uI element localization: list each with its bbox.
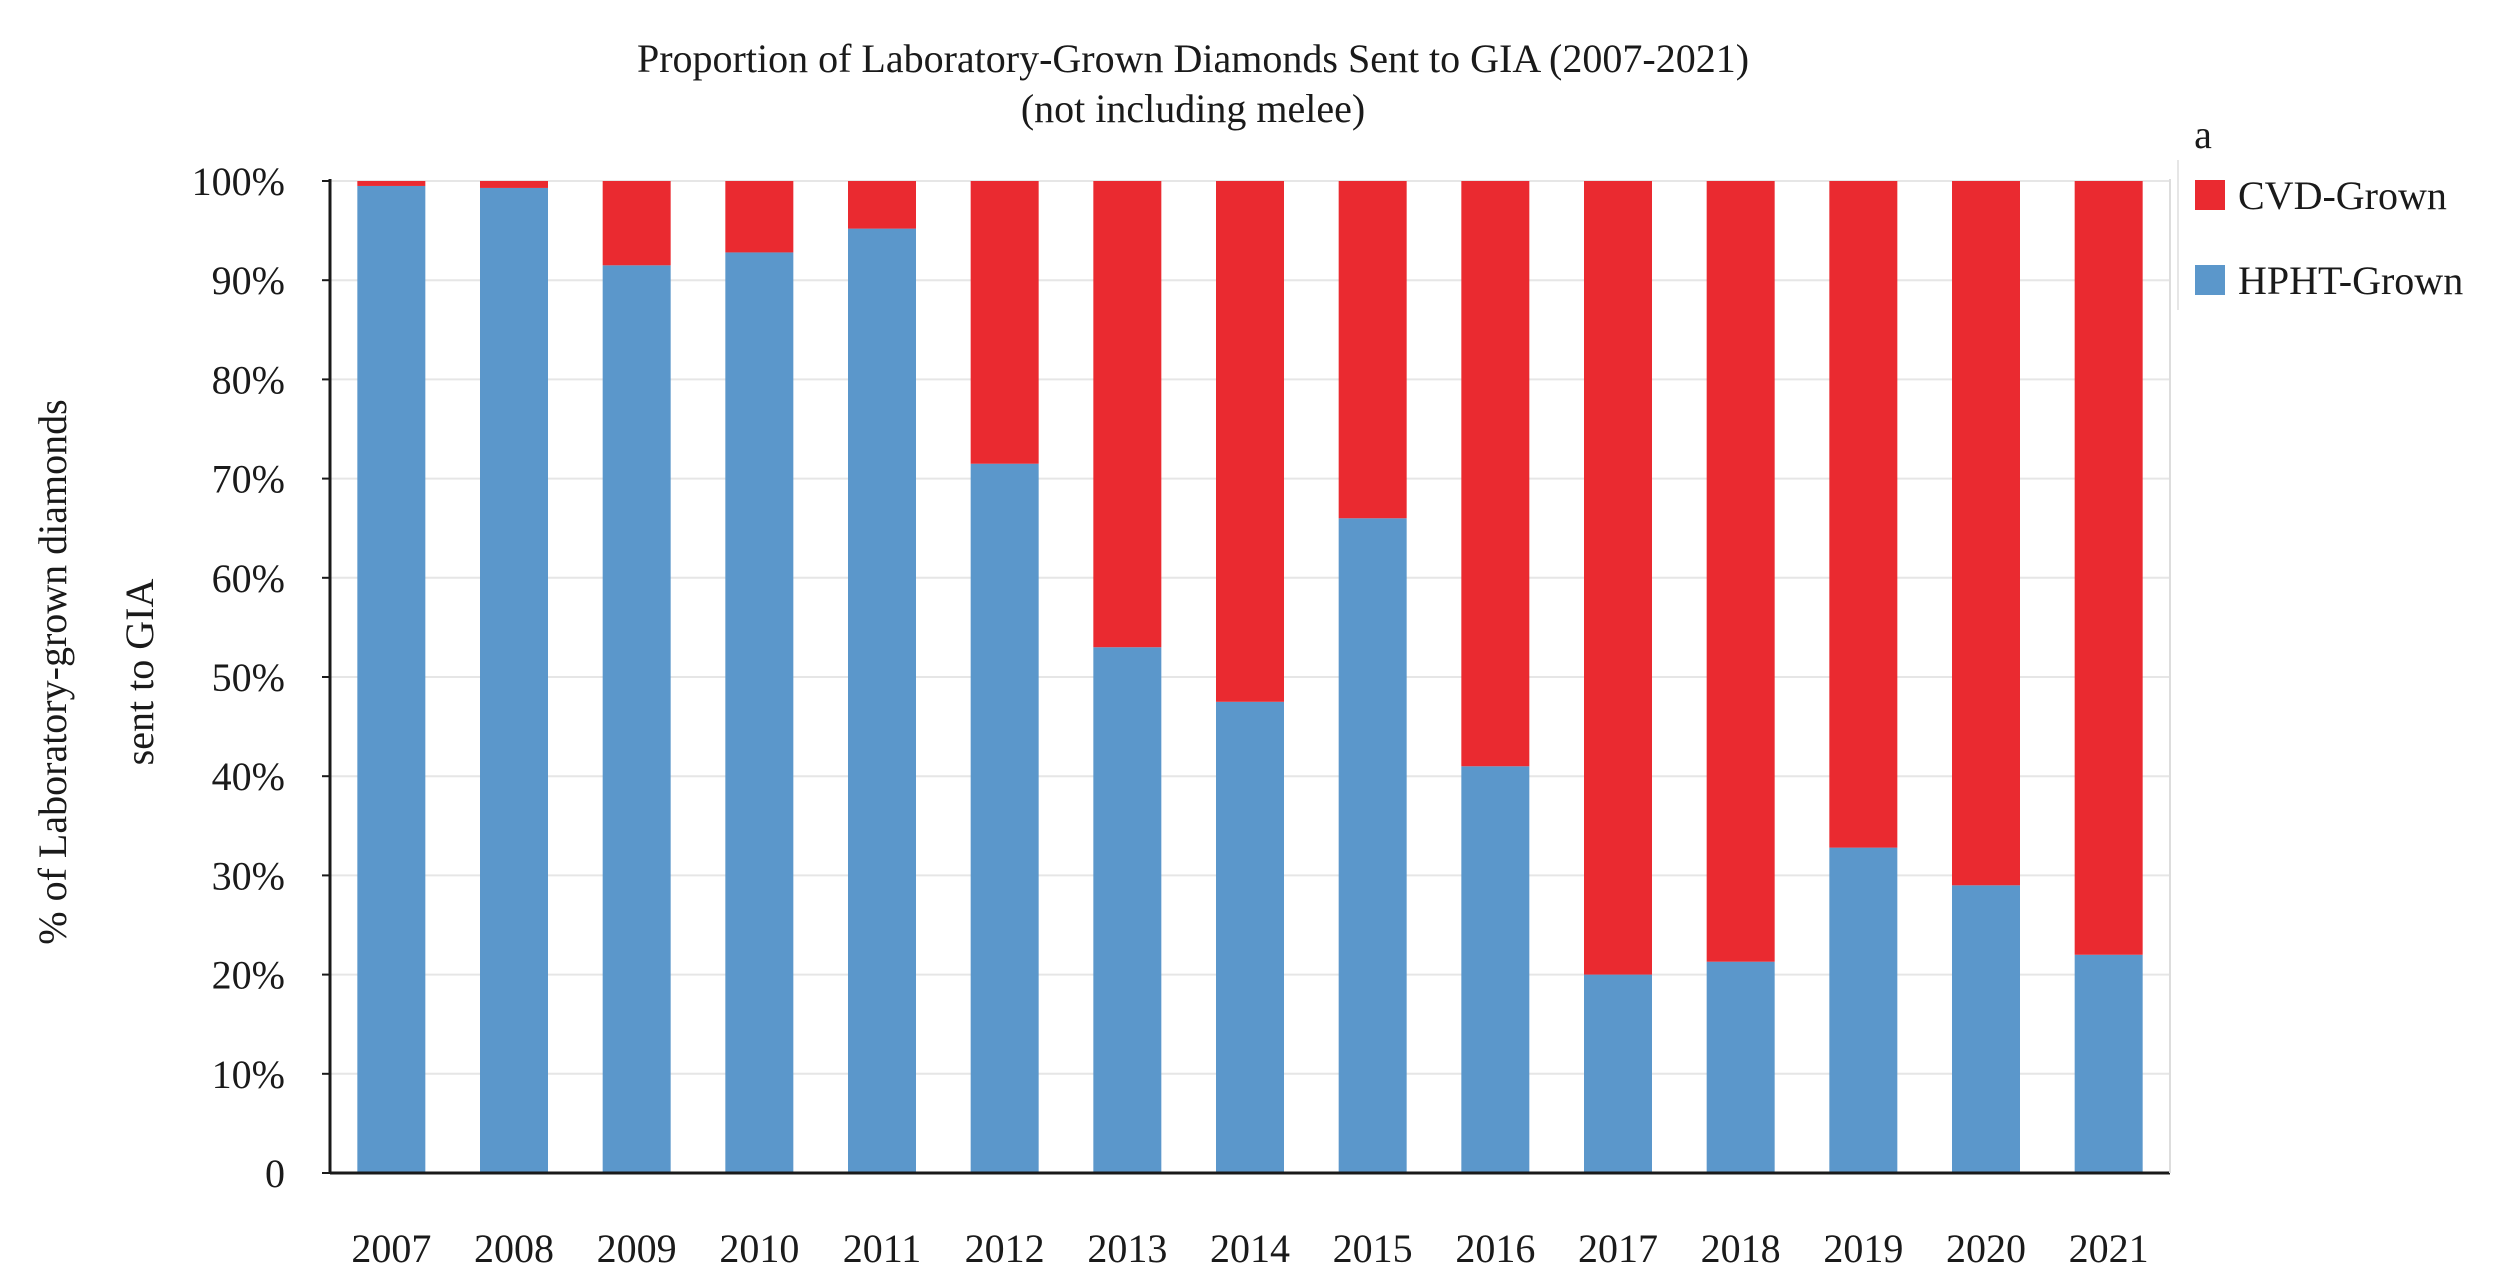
bar-hpht-grown-2016 xyxy=(1461,766,1530,1173)
bar-hpht-grown-2019 xyxy=(1829,847,1898,1173)
x-tick-label: 2009 xyxy=(597,1226,677,1271)
bar-hpht-grown-2015 xyxy=(1338,518,1407,1173)
bar-hpht-grown-2018 xyxy=(1706,961,1775,1173)
y-tick-label: 10% xyxy=(212,1052,285,1097)
y-axis-label-line1: % of Laboratory-grown diamonds xyxy=(30,399,75,944)
bar-cvd-grown-2014 xyxy=(1216,181,1284,702)
bar-hpht-grown-2007 xyxy=(357,185,426,1173)
y-tick-label: 40% xyxy=(212,754,285,799)
y-tick-label: 80% xyxy=(212,357,285,402)
x-tick-label: 2010 xyxy=(719,1226,799,1271)
x-tick-label: 2015 xyxy=(1333,1226,1413,1271)
x-tick-label: 2017 xyxy=(1578,1226,1658,1271)
bar-cvd-grown-2021 xyxy=(2074,181,2143,955)
legend-label-cvd-grown: CVD-Grown xyxy=(2238,173,2447,218)
legend-swatch-cvd-grown xyxy=(2195,180,2225,210)
bar-hpht-grown-2017 xyxy=(1584,974,1652,1173)
bar-hpht-grown-2020 xyxy=(1952,885,2020,1173)
y-tick-labels: 0 10% 20% 30% 40% 50% 60% 70% 80% 90% 100% xyxy=(192,159,330,1196)
legend-label-hpht-grown: HPHT-Grown xyxy=(2238,258,2463,303)
bar-cvd-grown-2016 xyxy=(1461,181,1530,767)
y-tick-label: 30% xyxy=(212,853,285,898)
x-tick-label: 2011 xyxy=(843,1226,922,1271)
y-tick-label: 100% xyxy=(192,159,285,204)
bar-hpht-grown-2014 xyxy=(1216,701,1284,1173)
y-tick-label: 60% xyxy=(212,556,285,601)
bar-hpht-grown-2010 xyxy=(725,252,794,1173)
x-tick-label: 2007 xyxy=(351,1226,431,1271)
bar-cvd-grown-2018 xyxy=(1706,181,1775,962)
bar-hpht-grown-2021 xyxy=(2074,954,2143,1173)
bar-cvd-grown-2015 xyxy=(1338,181,1407,519)
bar-hpht-grown-2009 xyxy=(602,265,671,1173)
y-axis-label-line2: sent to GIA xyxy=(117,579,162,766)
x-tick-label: 2014 xyxy=(1210,1226,1290,1271)
bar-cvd-grown-2007 xyxy=(357,181,426,186)
bar-cvd-grown-2020 xyxy=(1952,181,2020,886)
bar-cvd-grown-2017 xyxy=(1584,181,1652,975)
bar-cvd-grown-2011 xyxy=(848,181,916,229)
y-tick-label: 0 xyxy=(265,1151,285,1196)
x-tick-label: 2012 xyxy=(965,1226,1045,1271)
bar-cvd-grown-2009 xyxy=(602,181,671,266)
x-tick-label: 2020 xyxy=(1946,1226,2026,1271)
y-tick-label: 50% xyxy=(212,655,285,700)
bar-cvd-grown-2013 xyxy=(1093,181,1162,648)
bar-hpht-grown-2012 xyxy=(970,463,1039,1174)
x-tick-label: 2018 xyxy=(1701,1226,1781,1271)
y-tick-label: 90% xyxy=(212,258,285,303)
x-tick-label: 2008 xyxy=(474,1226,554,1271)
x-tick-label: 2016 xyxy=(1455,1226,1535,1271)
chart-title: Proportion of Laboratory-Grown Diamonds … xyxy=(637,36,1749,81)
x-tick-label: 2013 xyxy=(1087,1226,1167,1271)
y-axis-label: % of Laboratory-grown diamonds sent to G… xyxy=(30,399,162,944)
chart-subtitle: (not including melee) xyxy=(1021,86,1365,131)
bar-cvd-grown-2010 xyxy=(725,181,794,253)
bar-hpht-grown-2008 xyxy=(480,187,548,1174)
bar-cvd-grown-2012 xyxy=(970,181,1039,464)
bar-cvd-grown-2008 xyxy=(480,181,548,188)
legend: CVD-Grown HPHT-Grown xyxy=(2177,160,2463,310)
bar-hpht-grown-2011 xyxy=(848,228,916,1174)
y-tick-label: 20% xyxy=(212,953,285,998)
bar-cvd-grown-2019 xyxy=(1829,181,1898,848)
bars xyxy=(357,181,2143,1174)
panel-label: a xyxy=(2194,112,2212,157)
y-tick-label: 70% xyxy=(212,457,285,502)
bar-hpht-grown-2013 xyxy=(1093,647,1162,1173)
x-tick-labels: 2007 2008 2009 2010 2011 2012 2013 2014 2015 2016… xyxy=(351,1226,2148,1271)
x-tick-label: 2019 xyxy=(1823,1226,1903,1271)
legend-swatch-hpht-grown xyxy=(2195,265,2225,295)
x-tick-label: 2021 xyxy=(2069,1226,2149,1271)
